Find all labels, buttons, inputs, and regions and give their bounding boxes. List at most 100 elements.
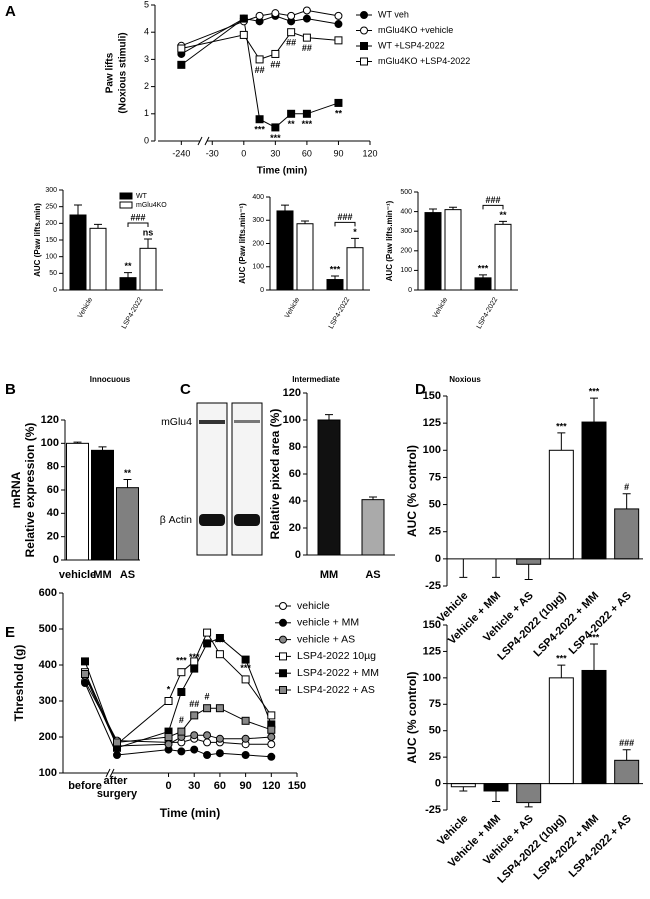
y-tick-label: 0	[144, 135, 149, 145]
bar	[548, 677, 574, 785]
data-point	[215, 634, 224, 642]
y-axis-label: AUC (Paw lifts.min⁻¹)	[238, 203, 247, 284]
significance-label: #	[179, 715, 184, 725]
x-tick-label: 90	[333, 148, 343, 158]
bar	[276, 210, 294, 291]
x-tick-label: 120	[362, 148, 377, 158]
y-tick-label: 60	[47, 484, 59, 496]
y-tick-label: 400	[39, 659, 57, 671]
legend-marker	[279, 635, 287, 644]
data-point	[190, 731, 199, 740]
data-point	[267, 740, 276, 749]
error-bar	[557, 664, 566, 678]
error-bar	[325, 414, 333, 420]
significance-label: **	[124, 261, 132, 271]
data-point	[177, 688, 186, 696]
data-point	[190, 711, 199, 720]
y-tick-label: 25	[429, 526, 441, 538]
y-tick-label: 120	[283, 387, 301, 399]
significance-label: ##	[286, 38, 296, 48]
bar	[424, 212, 442, 291]
bar	[346, 247, 364, 291]
y-axis-label: Relative expression (%)	[23, 423, 37, 558]
data-point	[267, 752, 276, 761]
data-point	[113, 738, 121, 747]
data-point	[203, 731, 212, 740]
significance-label: ###	[619, 738, 634, 748]
data-point	[190, 745, 199, 754]
x-tick-label: after surgery	[97, 775, 138, 800]
y-tick-label: 20	[47, 531, 59, 543]
x-tick-label: AS	[365, 569, 380, 581]
data-point	[241, 734, 250, 743]
x-tick-label: 90	[239, 780, 251, 792]
error-bar	[331, 275, 339, 280]
data-point	[287, 109, 296, 118]
significance-label: *	[353, 227, 357, 237]
y-tick-label: 250	[45, 204, 57, 211]
data-point	[239, 30, 248, 39]
data-point	[287, 11, 296, 20]
y-tick-label: 0	[435, 777, 441, 789]
error-bar	[351, 237, 359, 248]
x-tick-label: 0	[241, 148, 246, 158]
significance-label: ##	[270, 59, 280, 69]
legend-label: LSP4-2022 10µg	[297, 650, 376, 662]
significance-label: ***	[302, 119, 313, 129]
y-tick-label: 150	[423, 390, 441, 402]
y-tick-label: 75	[429, 471, 441, 483]
legend-marker	[279, 652, 287, 661]
error-bar	[622, 749, 631, 761]
y-axis-label: AUC (Paw lifts.min)	[33, 203, 42, 277]
y-tick-label: 0	[53, 554, 59, 566]
panel-label: D	[415, 381, 426, 398]
blot-band	[199, 514, 225, 526]
x-tick-label: 30	[188, 780, 200, 792]
data-point	[267, 725, 276, 734]
blot-band	[199, 420, 225, 424]
significance-label: ***	[254, 125, 265, 135]
legend-label: mGlu4KO	[136, 202, 167, 209]
significance-label: ***	[215, 638, 226, 648]
legend-label: vehicle	[297, 600, 330, 612]
x-tick-label: 60	[302, 148, 312, 158]
x-tick-label: AS	[120, 569, 135, 581]
significance-label: ***	[556, 654, 567, 664]
data-point	[271, 123, 280, 132]
significance-label: ***	[176, 656, 187, 666]
y-tick-label: 60	[289, 468, 301, 480]
bracket-label: ###	[130, 212, 145, 222]
significance-label: ***	[556, 421, 567, 431]
y-tick-label: 50	[429, 498, 441, 510]
x-axis-label: Time (min)	[160, 806, 220, 820]
bar	[89, 227, 107, 291]
y-tick-label: 100	[39, 767, 57, 779]
error-bar	[301, 220, 309, 224]
significance-label: #	[624, 482, 629, 492]
y-tick-label: 50	[429, 725, 441, 737]
panel-label: B	[5, 381, 16, 398]
data-point	[81, 679, 89, 687]
y-tick-label: 300	[252, 217, 264, 224]
error-bar	[124, 272, 132, 278]
x-tick-label: 150	[288, 780, 306, 792]
y-tick-label: 100	[423, 672, 441, 684]
significance-label: **	[335, 108, 343, 118]
data-point	[113, 751, 121, 759]
legend-marker	[360, 26, 368, 35]
x-tick-label: -240	[172, 148, 190, 158]
bar	[66, 442, 89, 561]
y-axis-label: Threshold (g)	[12, 645, 26, 722]
y-axis-label: (Noxious stimuli)	[118, 32, 129, 113]
y-tick-label: 100	[283, 414, 301, 426]
axis-break	[109, 768, 115, 778]
y-tick-label: 150	[423, 619, 441, 631]
x-tick-label: 120	[262, 780, 280, 792]
y-axis-label: mRNA	[9, 471, 23, 508]
bar	[296, 223, 314, 291]
error-bar	[492, 558, 500, 578]
data-point	[334, 20, 343, 29]
error-bar	[590, 643, 598, 671]
error-bar	[557, 432, 566, 451]
